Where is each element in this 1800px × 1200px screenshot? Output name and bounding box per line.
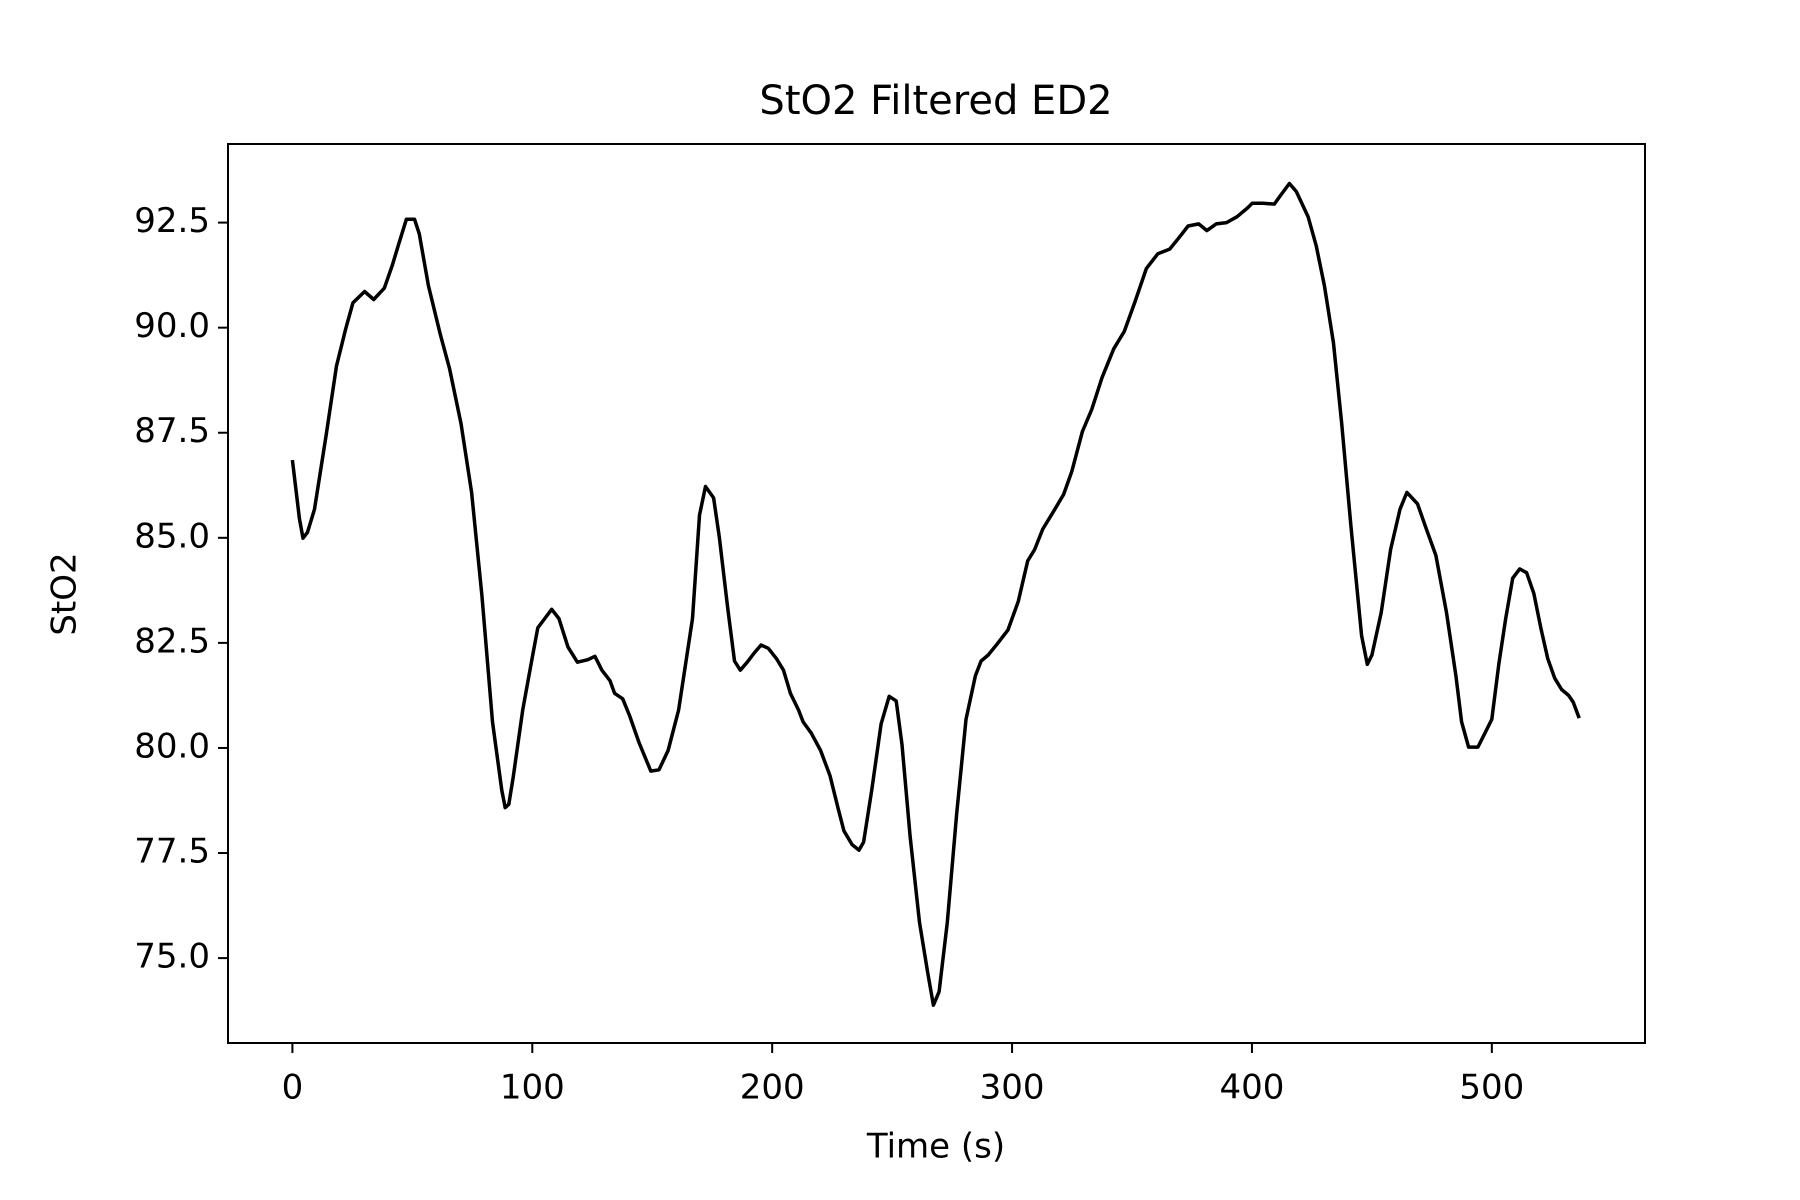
y-tick-label: 77.5 <box>134 832 210 872</box>
y-tick-label: 92.5 <box>134 201 210 241</box>
chart-title: StO2 Filtered ED2 <box>759 78 1112 124</box>
x-tick-label: 200 <box>740 1068 805 1108</box>
plot-frame <box>227 143 1646 1044</box>
y-tick-label: 87.5 <box>134 411 210 451</box>
x-tick-label: 100 <box>500 1068 565 1108</box>
y-tick-label: 82.5 <box>134 621 210 661</box>
data-line <box>290 181 1581 1007</box>
y-tick-label: 80.0 <box>134 726 210 766</box>
y-tick-label: 75.0 <box>134 937 210 977</box>
y-tick-label: 85.0 <box>134 516 210 556</box>
x-tick-label: 500 <box>1459 1068 1524 1108</box>
x-tick-label: 400 <box>1219 1068 1284 1108</box>
y-axis-label: StO2 <box>45 552 85 635</box>
x-tick-label: 300 <box>980 1068 1045 1108</box>
x-axis-label: Time (s) <box>866 1127 1005 1167</box>
x-tick-label: 0 <box>282 1068 304 1108</box>
y-tick-label: 90.0 <box>134 306 210 346</box>
